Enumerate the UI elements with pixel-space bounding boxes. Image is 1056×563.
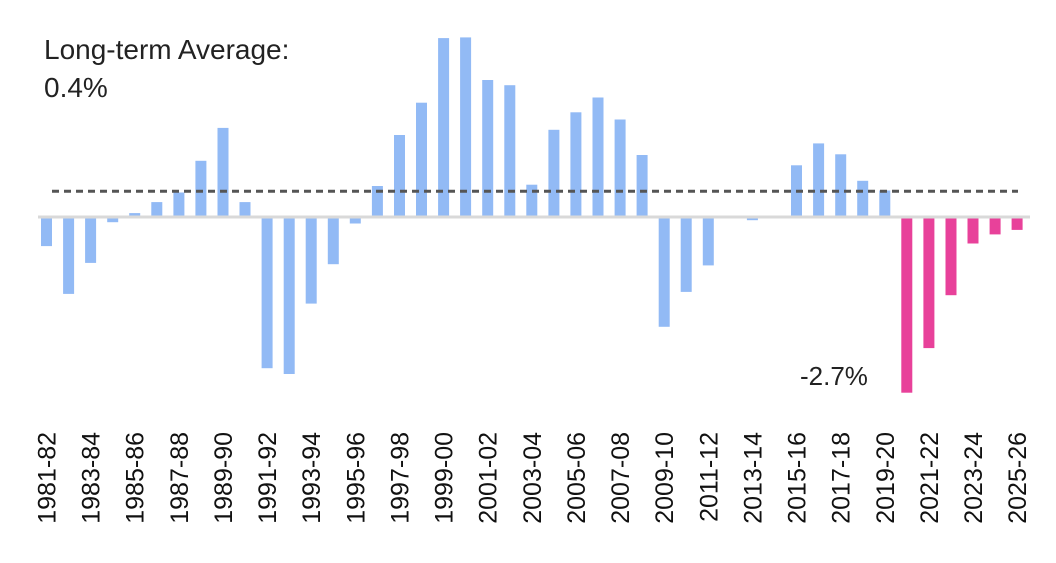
bar-2001-02 [482,80,494,217]
x-tick-label-1983-84: 1983-84 [78,432,106,524]
bar-2016-17 [813,143,825,217]
x-tick-label-1991-92: 1991-92 [254,432,282,524]
bar-1994-95 [327,217,339,265]
x-tick-label-2025-26: 2025-26 [1004,432,1032,524]
x-tick-label-1997-98: 1997-98 [387,432,415,524]
bar-1989-90 [217,127,229,217]
bar-1982-83 [63,217,75,294]
x-tick-label-1993-94: 1993-94 [298,432,326,524]
x-tick-label-1989-90: 1989-90 [210,432,238,524]
bar-1986-87 [151,202,163,217]
bar-2020-21-forecast [901,217,913,393]
bar-1995-96 [349,217,361,224]
bar-1993-94 [305,217,317,304]
bars-group [41,37,1023,393]
bar-1990-91 [239,202,251,217]
bar-1999-00 [438,38,450,217]
x-tick-label-2017-18: 2017-18 [828,432,856,524]
x-tick-label-2005-06: 2005-06 [563,432,591,524]
bar-2022-23-forecast [945,217,957,296]
bar-2024-25-forecast [989,217,1001,235]
bar-1987-88 [173,192,185,217]
bar-2003-04 [526,184,538,217]
x-tick-label-1999-00: 1999-00 [431,432,459,524]
bar-1996-97 [371,186,383,217]
bar-2013-14 [746,217,758,221]
bar-2005-06 [570,112,582,217]
x-tick-label-2001-02: 2001-02 [475,432,503,524]
x-tick-label-2007-08: 2007-08 [607,432,635,524]
x-tick-label-2003-04: 2003-04 [519,432,547,524]
bar-2023-24-forecast [967,217,979,244]
bar-1985-86 [129,213,141,217]
bar-1984-85 [107,217,119,223]
x-tick-label-2023-24: 2023-24 [960,432,988,524]
bar-2002-03 [504,85,516,217]
bar-2018-19 [857,180,869,217]
bar-1992-93 [283,217,295,374]
x-tick-label-2021-22: 2021-22 [916,432,944,524]
bar-1997-98 [394,135,405,217]
x-tick-label-2011-12: 2011-12 [695,432,723,522]
bar-2009-10 [658,217,670,327]
x-tick-label-1987-88: 1987-88 [166,432,194,524]
bar-1998-99 [416,102,427,217]
x-tick-label-2009-10: 2009-10 [651,432,679,524]
bar-2007-08 [614,119,626,217]
bar-1991-92 [261,217,273,369]
bar-2017-18 [835,154,847,217]
bar-1983-84 [85,217,97,263]
bar-2025-26-forecast [1011,217,1023,230]
bar-2000-01 [460,37,472,218]
bar-2008-09 [636,155,648,217]
bar-1988-89 [195,160,207,217]
min-value-label: -2.7% [800,361,868,391]
bar-2004-05 [548,129,560,217]
x-tick-labels: 1981-82 1983-84 1985-86 1987-88 1989-90 1991-… [34,432,1033,524]
bar-2006-07 [592,97,604,217]
bar-2019-20 [879,190,891,217]
x-tick-label-2015-16: 2015-16 [784,432,812,524]
bar-1981-82 [41,217,52,247]
x-tick-label-2019-20: 2019-20 [872,432,900,524]
bar-2011-12 [702,217,714,266]
x-tick-label-1985-86: 1985-86 [122,432,150,524]
x-tick-label-1981-82: 1981-82 [34,432,62,524]
average-annotation-value: 0.4% [44,72,108,103]
average-annotation-title: Long-term Average: [44,34,290,65]
x-tick-label-2013-14: 2013-14 [739,432,767,524]
x-tick-label-1995-96: 1995-96 [342,432,370,524]
bar-2010-11 [680,217,692,292]
bar-2021-22-forecast [923,217,935,349]
